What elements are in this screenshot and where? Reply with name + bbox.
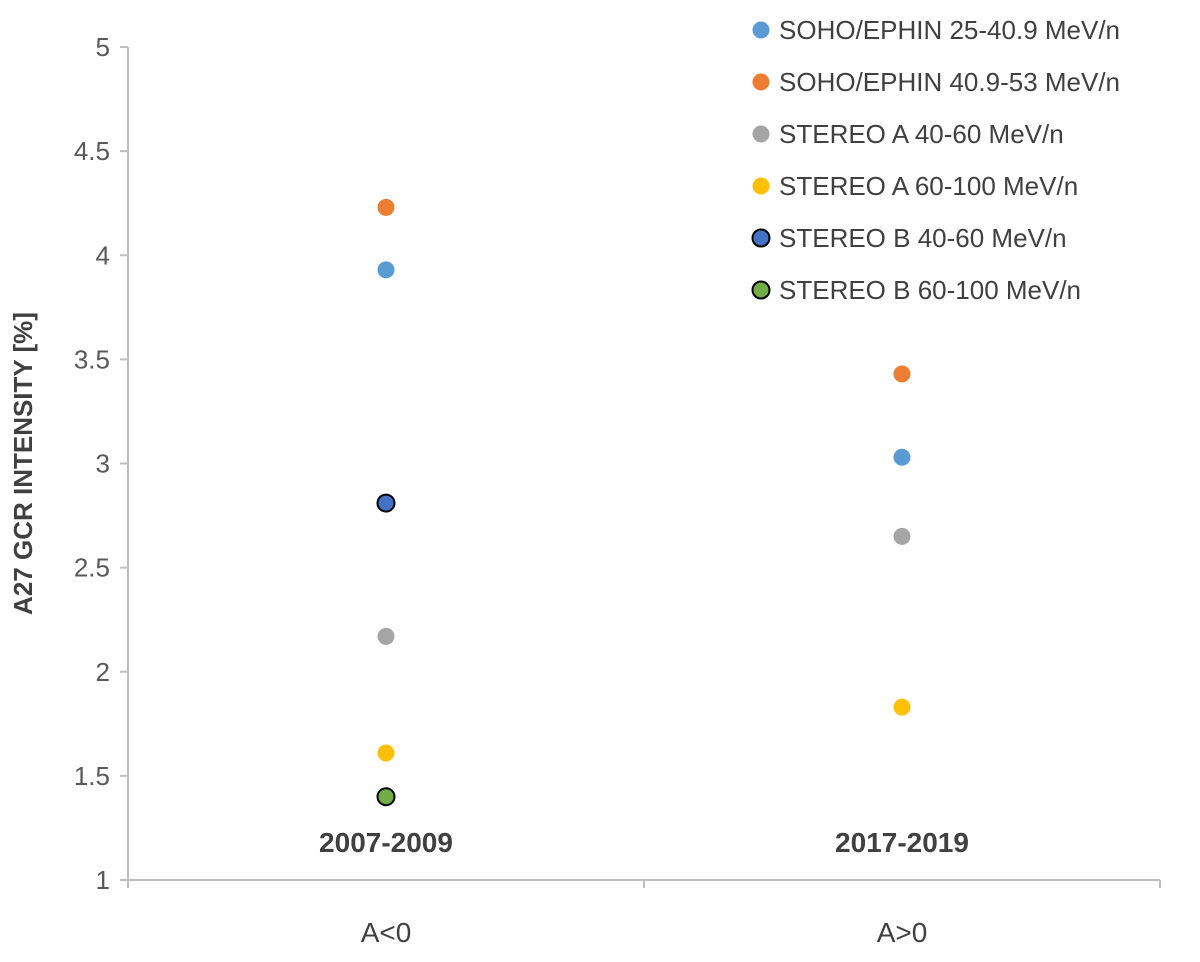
x-tick-label: A>0	[877, 917, 928, 948]
period-labels: 2007-2009 2017-2019	[319, 827, 969, 858]
data-points	[376, 198, 911, 807]
y-tick-label: 3.5	[74, 344, 110, 374]
data-point	[376, 787, 396, 807]
data-point	[376, 493, 396, 513]
period-label: 2017-2019	[835, 827, 969, 858]
y-tick-label: 2.5	[74, 553, 110, 583]
y-tick-label: 4	[96, 240, 110, 270]
data-point	[893, 527, 911, 545]
legend-marker	[752, 125, 770, 143]
legend-label: STEREO B 40-60 MeV/n	[779, 223, 1067, 253]
data-point	[893, 448, 911, 466]
data-point	[377, 198, 395, 216]
y-tick-label: 4.5	[74, 136, 110, 166]
x-tick-label: A<0	[361, 917, 412, 948]
y-tick-label: 5	[96, 32, 110, 62]
data-point	[893, 365, 911, 383]
y-axis: 1 1.5 2 2.5 3 3.5 4 4.5 5	[74, 32, 129, 895]
y-tick-label: 1	[96, 865, 110, 895]
data-point	[377, 744, 395, 762]
y-axis-title: A27 GCR INTENSITY [%]	[8, 312, 38, 615]
legend-label: SOHO/EPHIN 25-40.9 MeV/n	[779, 15, 1120, 45]
y-tick-label: 2	[96, 657, 110, 687]
legend-marker	[752, 21, 770, 39]
data-point	[893, 698, 911, 716]
data-point	[377, 261, 395, 279]
legend-marker	[752, 73, 770, 91]
period-label: 2007-2009	[319, 827, 453, 858]
y-tick-label: 3	[96, 449, 110, 479]
legend-marker	[751, 228, 771, 248]
y-tick-label: 1.5	[74, 761, 110, 791]
legend-marker	[751, 280, 771, 300]
legend-label: SOHO/EPHIN 40.9-53 MeV/n	[779, 67, 1120, 97]
data-point	[377, 627, 395, 645]
legend-label: STEREO A 40-60 MeV/n	[779, 119, 1064, 149]
legend-label: STEREO B 60-100 MeV/n	[779, 275, 1081, 305]
legend-label: STEREO A 60-100 MeV/n	[779, 171, 1078, 201]
legend: SOHO/EPHIN 25-40.9 MeV/n SOHO/EPHIN 40.9-…	[751, 15, 1120, 305]
legend-marker	[752, 177, 770, 195]
x-axis: A<0 A>0	[127, 879, 1161, 948]
